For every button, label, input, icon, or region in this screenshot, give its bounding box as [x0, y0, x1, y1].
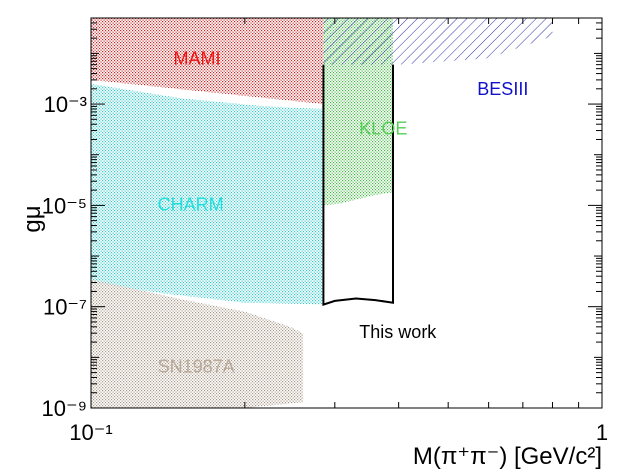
y-tick-label: 10⁻⁹ — [41, 396, 87, 421]
y-tick-label: 10⁻⁷ — [43, 295, 87, 320]
y-tick-label: 10⁻⁵ — [42, 193, 87, 218]
label-besiii: BESIII — [477, 79, 528, 99]
axis-ticks — [90, 17, 603, 409]
label-charm: CHARM — [158, 194, 224, 214]
region-kloe — [323, 18, 393, 206]
exclusion-regions — [91, 18, 553, 408]
region-charm — [91, 83, 324, 305]
label-mami: MAMI — [174, 49, 221, 69]
label-sn1987a: SN1987A — [158, 357, 235, 377]
x-tick-label: 1 — [596, 420, 608, 445]
this-work-contour — [322, 64, 394, 306]
axis-tick-labels: 10⁻¹ 1 10⁻⁹ 10⁻⁷ 10⁻⁵ 10⁻³ — [41, 92, 608, 445]
this-work-layer — [322, 64, 394, 306]
region-mami — [91, 18, 324, 105]
y-axis-label: gμ — [19, 205, 46, 232]
x-tick-label: 10⁻¹ — [69, 420, 112, 445]
region-sn1987a — [91, 279, 304, 408]
region-besiii — [323, 18, 553, 65]
y-tick-label: 10⁻³ — [44, 92, 87, 117]
label-this-work: This work — [359, 322, 437, 342]
x-axis-label: M(π⁺π⁻) [GeV/c²] — [413, 443, 602, 470]
region-labels: MAMI CHARM SN1987A KLOE BESIII This work — [158, 49, 529, 377]
label-kloe: KLOE — [359, 119, 407, 139]
